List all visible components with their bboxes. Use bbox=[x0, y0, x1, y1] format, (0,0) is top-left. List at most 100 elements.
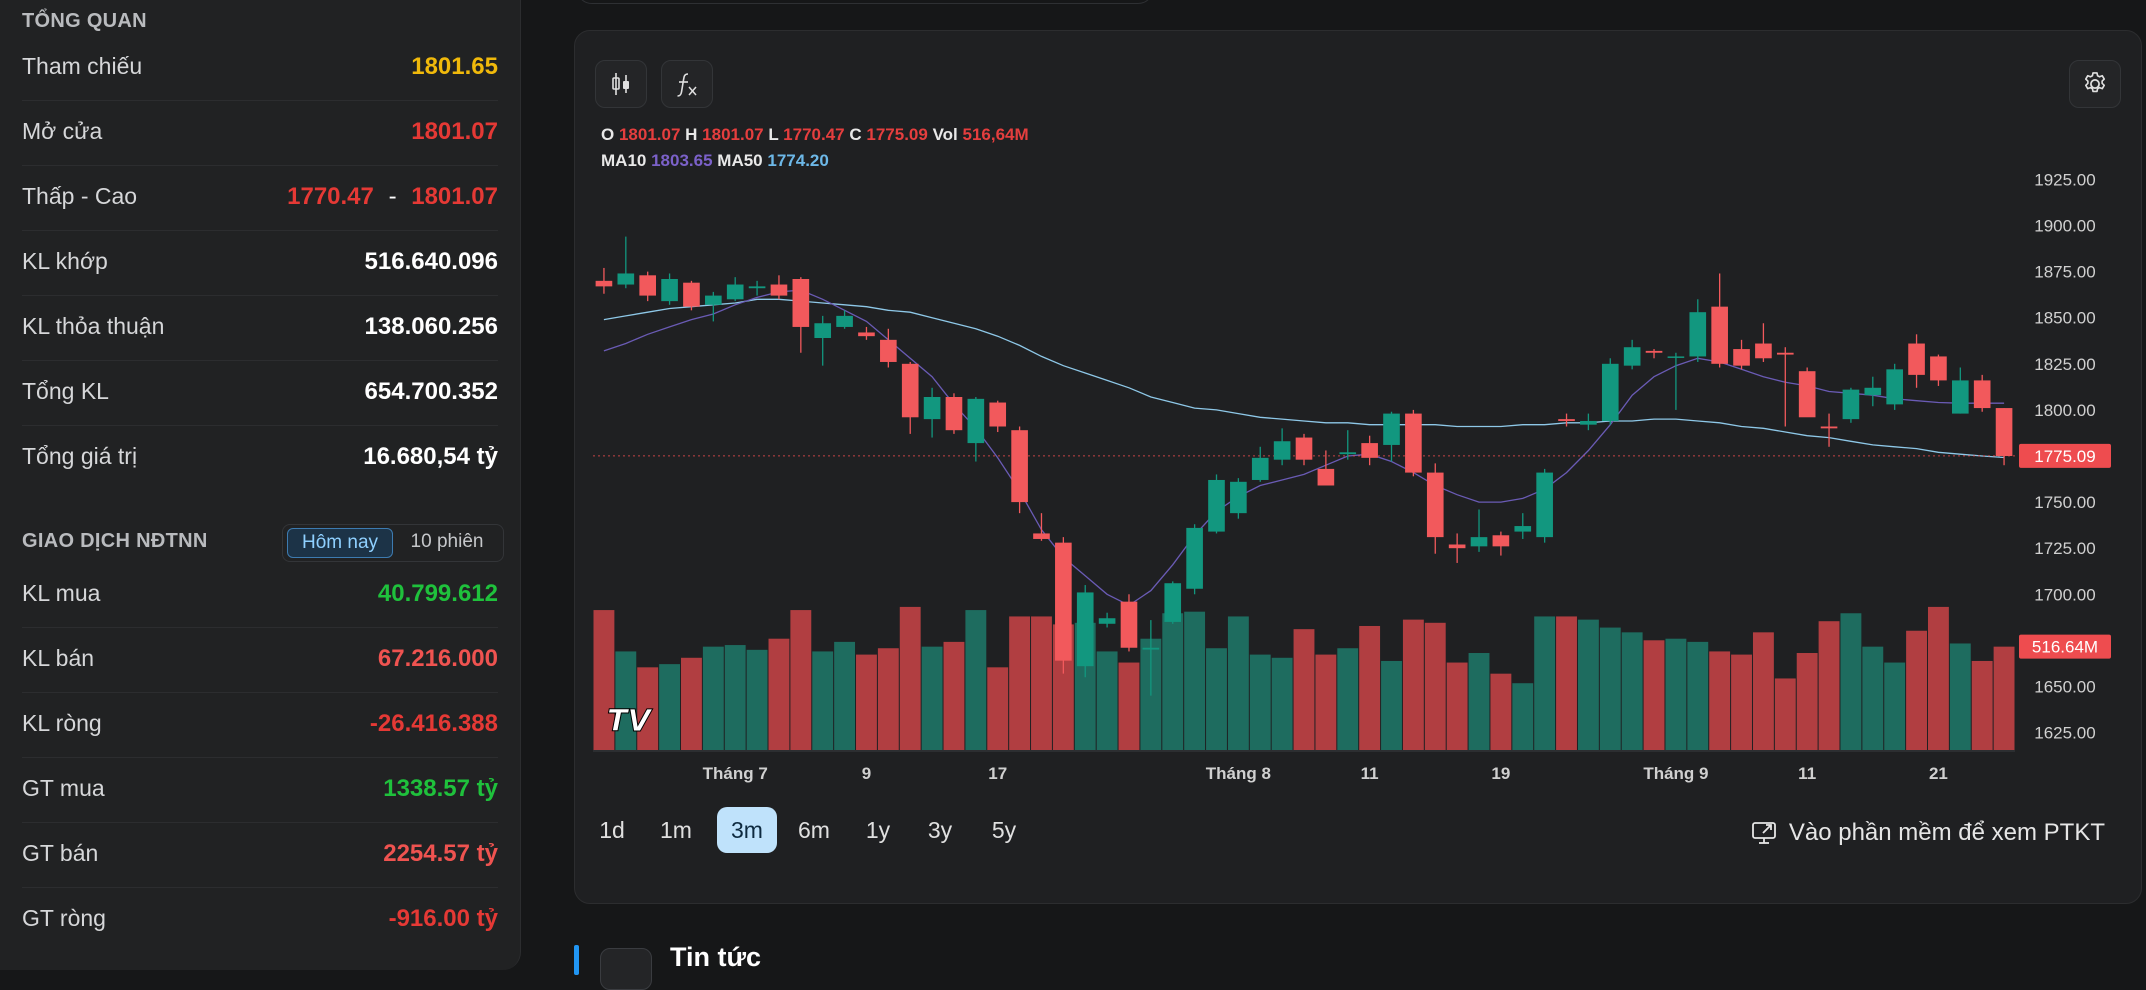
volume-bar bbox=[834, 641, 856, 750]
range-3m-button[interactable]: 3m bbox=[717, 807, 777, 853]
overview-section-title: TỔNG QUAN bbox=[22, 10, 147, 32]
volume-bar bbox=[1971, 660, 1993, 750]
candle-body bbox=[1995, 408, 2013, 456]
tab-today[interactable]: Hôm nay bbox=[287, 528, 393, 558]
last-price-tag bbox=[2019, 443, 2111, 468]
range-5y-button[interactable]: 5y bbox=[991, 817, 1017, 843]
row-value: 138.060.256 bbox=[364, 313, 498, 340]
volume-bar bbox=[1731, 654, 1752, 750]
indicators-button[interactable] bbox=[661, 60, 713, 108]
volume-bar bbox=[1337, 648, 1359, 750]
volume-bar bbox=[1599, 627, 1621, 750]
open-software-link[interactable]: Vào phần mềm để xem PTKT bbox=[1751, 819, 2105, 847]
high-label: H bbox=[685, 125, 698, 144]
volume-bar bbox=[1381, 660, 1402, 750]
row-label: KL bán bbox=[22, 645, 95, 671]
candle-body bbox=[1645, 350, 1663, 353]
volume-bar bbox=[1468, 653, 1490, 750]
x-tick-label: 11 bbox=[1361, 764, 1379, 783]
volume-bar bbox=[1402, 619, 1424, 750]
volume-bar bbox=[1293, 629, 1315, 750]
row-label: GT mua bbox=[22, 775, 105, 801]
candle-body bbox=[1886, 369, 1903, 405]
volume-bar bbox=[1687, 641, 1709, 750]
candle-body bbox=[1536, 472, 1553, 538]
candle-body bbox=[1055, 542, 1072, 661]
row-value: 1338.57 tỷ bbox=[383, 775, 498, 802]
candle-body bbox=[1820, 426, 1838, 429]
volume-bar bbox=[746, 649, 768, 750]
high-value: 1801.07 bbox=[411, 183, 498, 210]
volume-bar bbox=[724, 645, 746, 750]
volume-bar bbox=[1446, 662, 1468, 750]
volume-bar bbox=[943, 641, 965, 750]
volume-bar bbox=[1052, 624, 1074, 750]
last-volume-tag-label: 516.64M bbox=[2032, 638, 2098, 657]
foreign-row-sell-volume: KL bán 67.216.000 bbox=[22, 627, 498, 693]
candle-body bbox=[1755, 343, 1772, 359]
x-tick-label: 9 bbox=[862, 764, 871, 783]
candle-body bbox=[901, 363, 919, 418]
overview-row-negotiated-volume: KL thỏa thuận 138.060.256 bbox=[22, 295, 498, 361]
volume-bar bbox=[1862, 646, 1884, 750]
row-value: 1801.65 bbox=[411, 53, 498, 80]
row-value: 40.799.612 bbox=[377, 580, 498, 607]
volume-bar bbox=[1118, 662, 1140, 750]
candle-body bbox=[989, 402, 1007, 427]
volume-bar bbox=[987, 667, 1009, 750]
candle-body bbox=[1951, 380, 1969, 414]
volume-bar bbox=[1315, 654, 1337, 750]
row-label: Tổng giá trị bbox=[22, 443, 138, 469]
row-label: Mở cửa bbox=[22, 118, 103, 144]
row-label: KL ròng bbox=[22, 710, 102, 736]
news-section-accent bbox=[574, 945, 579, 975]
overview-row-low-high: Thấp - Cao 1770.47 - 1801.07 bbox=[22, 165, 498, 231]
candle-body bbox=[1558, 419, 1575, 421]
volume-bar bbox=[1949, 643, 1971, 750]
ma50-value: 1774.20 bbox=[767, 151, 829, 170]
function-icon bbox=[677, 73, 697, 97]
row-label: KL mua bbox=[22, 580, 101, 606]
candle-body bbox=[617, 273, 635, 285]
y-tick-label: 1825.00 bbox=[2034, 355, 2095, 374]
volume-bar bbox=[1840, 613, 1862, 750]
volume-bar bbox=[1162, 613, 1184, 750]
foreign-row-buy-volume: KL mua 40.799.612 bbox=[22, 562, 498, 628]
ma50-line bbox=[603, 298, 2005, 459]
volume-bar bbox=[1556, 616, 1577, 750]
row-label: Thấp - Cao bbox=[22, 183, 138, 209]
foreign-row-net-value: GT ròng -916.00 tỷ bbox=[22, 887, 498, 952]
external-screen-icon bbox=[1751, 822, 1776, 844]
range-6m-button[interactable]: 6m bbox=[798, 817, 830, 843]
close-value: 1775.09 bbox=[866, 125, 928, 144]
row-value: -26.416.388 bbox=[369, 710, 498, 737]
volume-bar bbox=[768, 638, 790, 750]
chart-settings-button[interactable] bbox=[2069, 60, 2121, 108]
y-tick-label: 1650.00 bbox=[2034, 677, 2095, 696]
volume-label: Vol bbox=[932, 125, 958, 144]
range-1m-button[interactable]: 1m bbox=[660, 817, 692, 843]
y-tick-label: 1625.00 bbox=[2034, 724, 2095, 743]
row-value: -916.00 tỷ bbox=[388, 905, 498, 932]
chart-type-button[interactable] bbox=[595, 60, 647, 108]
candle-body bbox=[639, 275, 657, 296]
foreign-period-toggle: Hôm nay 10 phiên bbox=[282, 524, 504, 562]
range-1y-button[interactable]: 1y bbox=[865, 817, 891, 843]
candle-body bbox=[683, 282, 700, 307]
ohlc-legend: O 1801.07 H 1801.07 L 1770.47 C 1775.09 … bbox=[601, 125, 1029, 145]
candle-body bbox=[1164, 583, 1182, 622]
candle-body bbox=[967, 398, 985, 444]
candle-body bbox=[595, 280, 613, 287]
x-tick-label: Tháng 7 bbox=[703, 764, 768, 783]
range-1d-button[interactable]: 1d bbox=[599, 817, 625, 843]
volume-bar bbox=[1184, 611, 1206, 750]
candle-body bbox=[1076, 592, 1094, 667]
tab-10-sessions[interactable]: 10 phiên bbox=[410, 531, 484, 552]
y-tick-label: 1775.00 bbox=[2034, 447, 2095, 466]
row-value: 2254.57 tỷ bbox=[383, 840, 498, 867]
volume-bar bbox=[702, 646, 724, 750]
candle-body bbox=[1930, 356, 1947, 381]
range-3y-button[interactable]: 3y bbox=[927, 817, 953, 843]
candlestick-icon bbox=[612, 73, 629, 95]
candle-body bbox=[858, 332, 875, 337]
